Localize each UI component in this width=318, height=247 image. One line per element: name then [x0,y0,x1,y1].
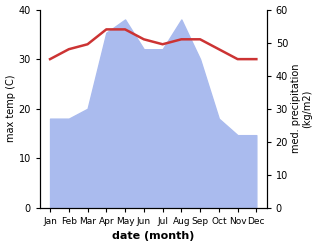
X-axis label: date (month): date (month) [112,231,194,242]
Y-axis label: max temp (C): max temp (C) [5,75,16,143]
Y-axis label: med. precipitation
(kg/m2): med. precipitation (kg/m2) [291,64,313,153]
